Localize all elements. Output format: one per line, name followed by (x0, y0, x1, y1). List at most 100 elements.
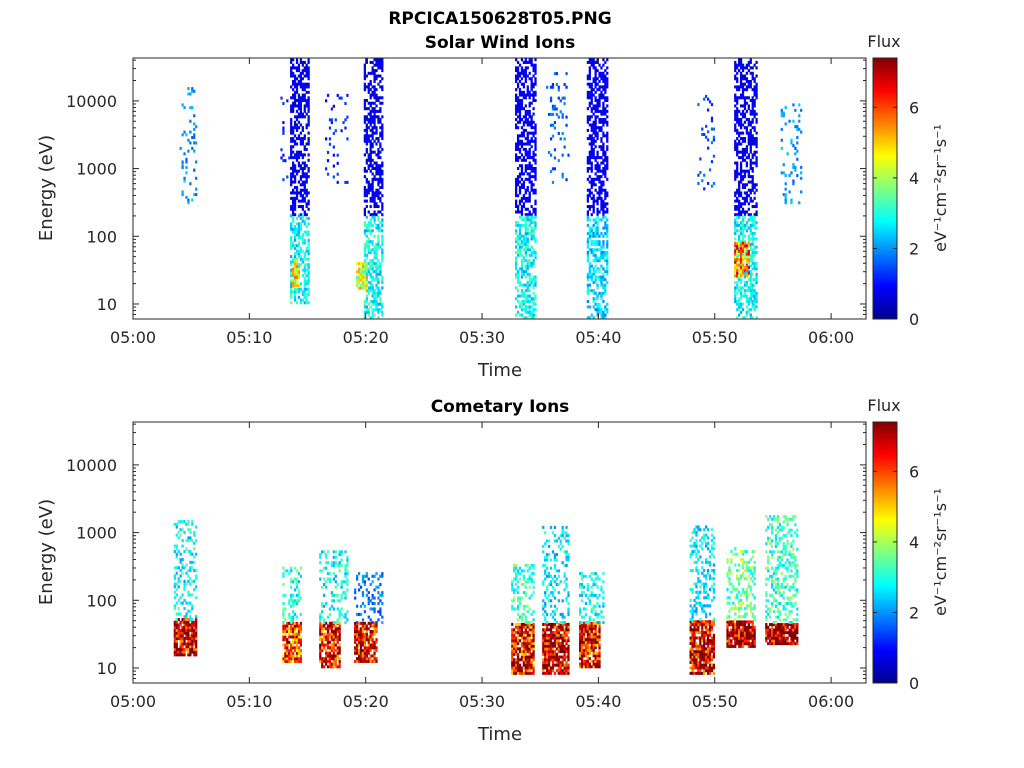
heatmap-cell (183, 623, 186, 627)
heatmap-cell (598, 175, 601, 179)
heatmap-cell (524, 294, 527, 298)
heatmap-cell (367, 286, 370, 290)
heatmap-cell (602, 93, 605, 97)
heatmap-cell (518, 572, 522, 576)
heatmap-cell (565, 115, 568, 119)
heatmap-cell (751, 169, 754, 173)
heatmap-cell (739, 221, 743, 225)
heatmap-cell (553, 604, 557, 608)
heatmap-cell (181, 647, 184, 651)
heatmap-cell (594, 99, 597, 103)
heatmap-cell (377, 272, 380, 276)
heatmap-cell (290, 109, 293, 113)
heatmap-cell (530, 115, 533, 119)
heatmap-cell (295, 216, 299, 220)
heatmap-cell (606, 145, 609, 149)
heatmap-cell (739, 280, 743, 284)
heatmap-cell (175, 642, 178, 646)
heatmap-cell (739, 63, 743, 67)
heatmap-cell (598, 120, 601, 124)
heatmap-cell (528, 166, 531, 170)
heatmap-cell (549, 633, 553, 637)
heatmap-cell (784, 106, 787, 110)
heatmap-cell (520, 641, 524, 645)
heatmap-cell (290, 654, 293, 658)
heatmap-cell (594, 177, 597, 181)
heatmap-cell (369, 199, 372, 203)
heatmap-cell (743, 104, 747, 108)
heatmap-cell (749, 188, 752, 192)
heatmap-cell (328, 580, 332, 584)
heatmap-cell (542, 669, 545, 673)
heatmap-cell (516, 85, 520, 89)
heatmap-cell (179, 533, 182, 537)
heatmap-cell (747, 85, 750, 89)
heatmap-cell (594, 126, 597, 130)
heatmap-cell (532, 652, 535, 656)
heatmap-cell (547, 658, 551, 662)
heatmap-cell (743, 150, 747, 154)
heatmap-cell (326, 150, 330, 154)
heatmap-cell (749, 196, 752, 200)
heatmap-cell (530, 232, 533, 236)
heatmap-cell (321, 648, 324, 652)
heatmap-cell (606, 58, 609, 62)
heatmap-cell (193, 639, 196, 643)
heatmap-cell (330, 662, 334, 666)
heatmap-cell (297, 156, 301, 160)
heatmap-cell (751, 232, 754, 236)
heatmap-cell (303, 93, 306, 97)
heatmap-cell (705, 135, 708, 139)
heatmap-cell (522, 625, 526, 629)
heatmap-cell (354, 627, 357, 631)
heatmap-cell (290, 580, 293, 584)
heatmap-cell (340, 596, 343, 600)
heatmap-cell (326, 159, 330, 163)
heatmap-cell (598, 118, 601, 122)
heatmap-cell (290, 153, 293, 157)
heatmap-cell (753, 150, 756, 154)
heatmap-cell (528, 636, 531, 640)
heatmap-cell (307, 153, 310, 157)
heatmap-cell (357, 657, 361, 661)
heatmap-cell (586, 137, 589, 141)
heatmap-cell (297, 126, 301, 130)
heatmap-cell (292, 139, 295, 143)
heatmap-cell (588, 118, 591, 122)
heatmap-cell (532, 278, 535, 282)
heatmap-cell (559, 110, 562, 114)
heatmap-cell (175, 566, 178, 570)
heatmap-cell (747, 63, 750, 67)
heatmap-cell (534, 137, 537, 141)
heatmap-cell (534, 123, 537, 127)
heatmap-cell (357, 278, 361, 282)
heatmap-cell (747, 264, 750, 268)
heatmap-cell (295, 582, 299, 586)
heatmap-cell (516, 569, 520, 573)
heatmap-cell (357, 588, 361, 592)
heatmap-cell (330, 118, 334, 122)
heatmap-cell (747, 252, 750, 256)
heatmap-cell (522, 622, 526, 626)
heatmap-cell (524, 177, 527, 181)
heatmap-cell (526, 137, 529, 141)
heatmap-cell (373, 74, 376, 78)
heatmap-cell (798, 103, 801, 107)
heatmap-cell (195, 539, 198, 543)
heatmap-cell (515, 77, 518, 81)
heatmap-cell (751, 101, 754, 105)
heatmap-cell (526, 74, 529, 78)
heatmap-cell (753, 153, 756, 157)
heatmap-cell (749, 215, 752, 219)
heatmap-cell (511, 622, 514, 626)
heatmap-cell (592, 194, 595, 198)
heatmap-cell (284, 627, 287, 631)
heatmap-cell (515, 66, 518, 70)
heatmap-cell (553, 612, 557, 616)
heatmap-cell (588, 237, 591, 241)
heatmap-cell (377, 63, 380, 67)
heatmap-cell (561, 172, 564, 176)
heatmap-cell (293, 577, 297, 581)
heatmap-cell (532, 156, 535, 160)
heatmap-cell (369, 646, 372, 650)
